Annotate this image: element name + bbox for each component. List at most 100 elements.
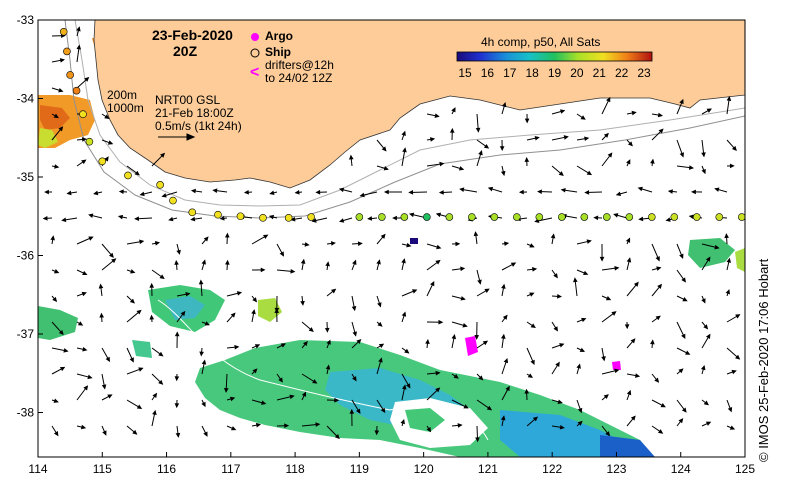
ship-obs-point: [603, 213, 611, 221]
current-arrow-head: [254, 344, 261, 349]
current-arrow-head: [577, 420, 583, 426]
current-arrow-head: [462, 322, 468, 328]
current-arrow-head: [654, 377, 660, 383]
current-arrow-head: [530, 323, 536, 328]
current-arrow-head: [630, 338, 636, 344]
current-arrow-head: [132, 429, 138, 435]
current-arrow-head: [401, 130, 406, 137]
current-arrow-head: [301, 391, 307, 397]
current-arrow-head: [703, 400, 709, 406]
current-arrow-head: [201, 259, 206, 265]
current-arrow-head: [633, 281, 639, 287]
current-arrow-head: [655, 256, 660, 262]
current-arrow-head: [229, 396, 236, 402]
colorbar-ticks: 15 16 17 18 19 20 21 22 23: [458, 66, 651, 80]
argo-symbol-icon: [251, 33, 259, 41]
current-arrow-head: [477, 279, 482, 285]
current-arrow-head: [518, 189, 524, 195]
current-arrow-head: [261, 400, 267, 405]
current-arrow-head: [176, 249, 181, 255]
current-arrow-head: [607, 152, 613, 158]
current-arrow-head: [174, 376, 180, 382]
current-arrow-head: [599, 256, 605, 262]
current-arrow-head: [560, 187, 566, 193]
current-arrow-head: [88, 236, 94, 241]
current-arrow-head: [606, 96, 611, 103]
current-arrow-head: [325, 364, 331, 370]
current-arrow-head: [58, 329, 64, 336]
current-arrow-head: [348, 154, 354, 160]
current-arrow-head: [625, 237, 631, 243]
current-arrow-head: [149, 282, 155, 288]
current-arrow-head: [136, 309, 142, 315]
ship-obs-point: [66, 71, 74, 79]
current-arrow-head: [435, 370, 441, 376]
ship-obs-point: [468, 213, 476, 221]
ship-obs-point: [625, 213, 634, 221]
colorbar-tick-label: 15: [458, 66, 472, 80]
current-arrow-head: [76, 44, 82, 50]
current-arrow-head: [667, 189, 673, 194]
current-arrow-head: [117, 214, 124, 220]
current-arrow-head: [82, 346, 88, 352]
y-tick-label: -35: [17, 170, 35, 184]
current-arrow-head: [77, 321, 84, 326]
current-arrow-head: [105, 356, 110, 363]
current-arrow-head: [555, 361, 560, 367]
isobath-label-200m: 200m: [107, 88, 137, 102]
current-arrow-head: [451, 334, 457, 340]
colorbar-tick-label: 18: [525, 66, 539, 80]
current-arrow-head: [438, 190, 444, 195]
current-arrow-head: [401, 258, 406, 264]
composite-title: 4h comp, p50, All Sats: [481, 35, 600, 49]
ship-obs-point: [580, 213, 589, 221]
colorbar-tick-label: 21: [593, 66, 607, 80]
ship-obs-point: [490, 213, 499, 221]
current-arrow-head: [501, 102, 507, 108]
current-arrow-head: [475, 437, 480, 443]
current-arrow-head: [160, 152, 166, 158]
current-arrow-head: [152, 392, 158, 398]
current-arrow-head: [104, 156, 109, 162]
y-tick-label: -36: [17, 249, 35, 263]
current-info-line3: 0.5m/s (1kt 24h): [155, 119, 242, 133]
x-tick-label: 125: [735, 462, 755, 476]
current-arrow-head: [383, 165, 389, 171]
current-arrow-head: [231, 426, 237, 431]
current-arrow-head: [503, 357, 509, 364]
current-arrow-head: [300, 300, 305, 306]
current-arrow-head: [404, 348, 410, 354]
current-arrow-head: [378, 343, 385, 349]
x-tick-label: 120: [414, 462, 434, 476]
current-arrow-head: [557, 294, 562, 299]
current-arrow-head: [579, 347, 586, 352]
y-tick-label: -34: [17, 92, 35, 106]
x-tick-label: 114: [28, 462, 47, 476]
current-arrow-head: [185, 292, 191, 297]
current-arrow-head: [356, 339, 362, 345]
current-arrow-head: [586, 239, 592, 244]
ship-obs-point: [72, 86, 81, 95]
current-arrow-head: [593, 215, 599, 221]
current-arrow-head: [727, 407, 733, 413]
current-arrow-head: [724, 233, 729, 239]
current-arrow-head: [435, 212, 442, 218]
current-arrow-head: [453, 374, 459, 379]
x-axis: 114 115 116 117 118 119 120 121 122 123 124 125: [28, 452, 755, 476]
current-arrow-head: [500, 415, 506, 421]
current-arrow-head: [581, 317, 587, 323]
current-arrow-head: [108, 252, 114, 258]
current-arrow-head: [203, 431, 208, 437]
current-arrow-head: [438, 319, 444, 325]
current-arrow-head: [401, 384, 407, 390]
current-arrow-head: [577, 407, 583, 414]
current-arrow-head: [400, 418, 405, 425]
current-arrow-head: [374, 430, 380, 436]
current-arrow-head: [80, 424, 87, 430]
current-arrow-head: [134, 216, 140, 221]
x-tick-label: 115: [93, 462, 112, 476]
current-arrow-head: [726, 257, 731, 263]
current-arrow-head: [61, 217, 67, 223]
current-arrow-head: [436, 244, 442, 250]
current-arrow-head: [355, 408, 361, 414]
